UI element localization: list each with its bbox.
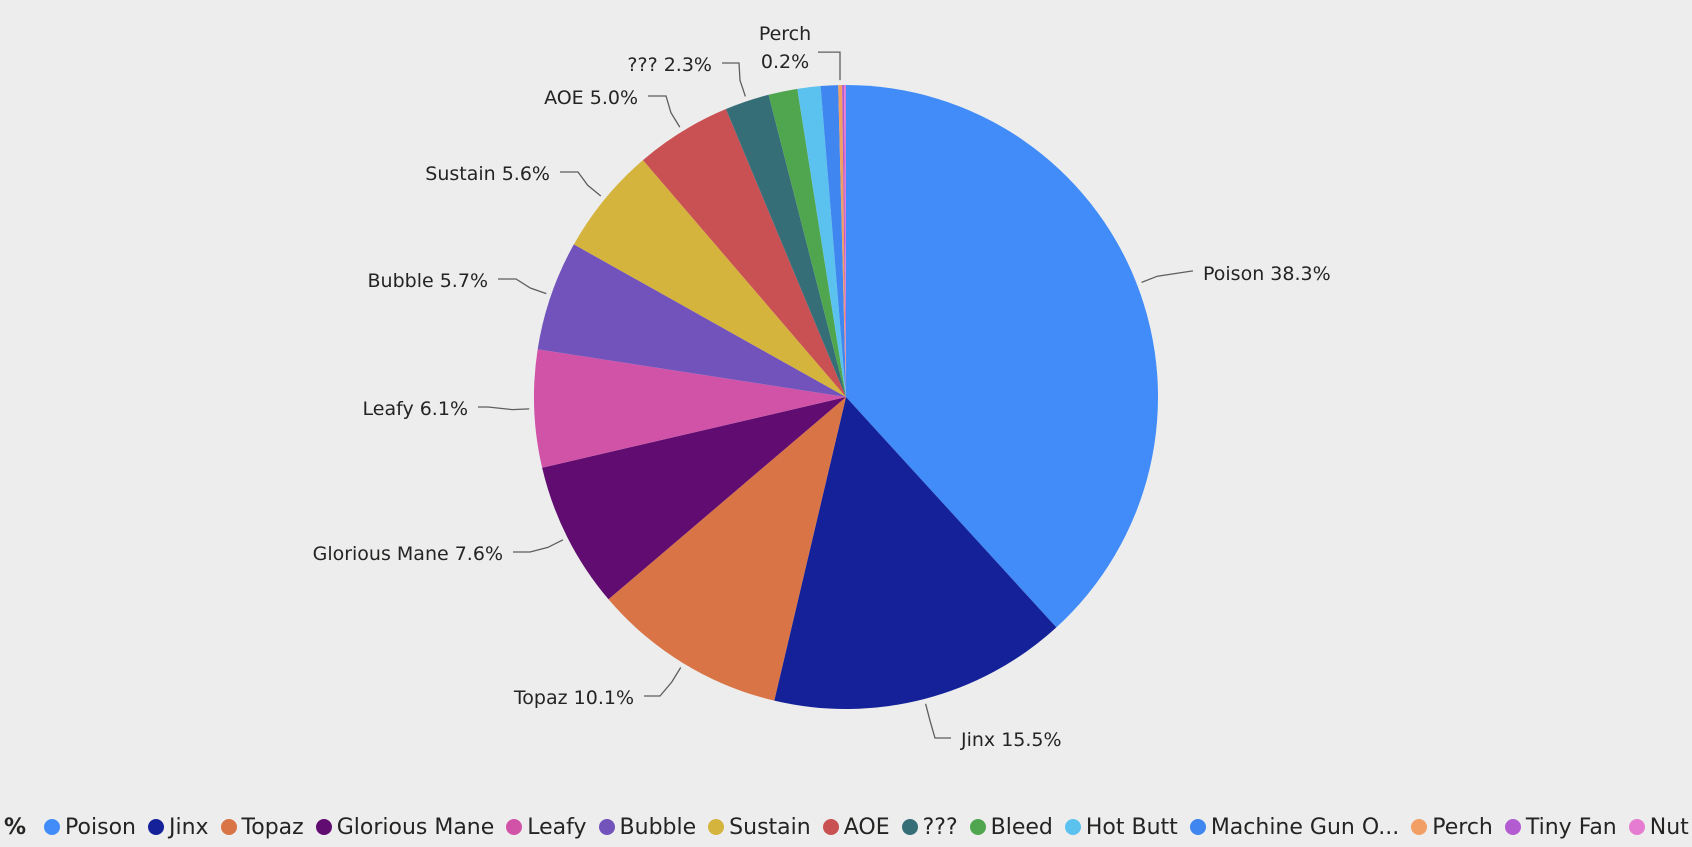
pie-slice-jinx[interactable] xyxy=(774,397,1057,710)
legend-label: Bleed xyxy=(990,814,1053,840)
leader-line-glorious-mane xyxy=(513,539,564,553)
leader-line-perch xyxy=(818,51,841,81)
legend-item-poison[interactable]: Poison xyxy=(44,815,136,840)
legend-swatch xyxy=(220,819,237,835)
legend-label: Sustain xyxy=(729,814,811,840)
leader-line-topaz xyxy=(644,667,682,697)
legend-item-aoe[interactable]: AOE xyxy=(822,814,890,840)
pie-slice-nut-cracker[interactable] xyxy=(844,85,846,397)
legend-swatch xyxy=(506,819,523,835)
pie-svg: Poison 38.3% Jinx 15.5% Topaz 10.1% Gloriou… xyxy=(313,23,1331,751)
legend-swatch xyxy=(1628,819,1645,835)
legend-label: AOE xyxy=(843,814,890,840)
pie-slice-machine-gun-o[interactable] xyxy=(820,85,846,397)
legend-swatch xyxy=(598,819,615,835)
legend-swatch xyxy=(822,819,839,835)
legend-label: Poison xyxy=(65,814,136,840)
legend-label: Bubble xyxy=(619,814,697,840)
leader-line-leafy xyxy=(478,406,530,411)
legend-item-leafy[interactable]: Leafy xyxy=(506,814,587,840)
leader-line-bubble xyxy=(498,278,547,295)
pie-slice-topaz[interactable] xyxy=(608,397,846,701)
legend-swatch xyxy=(315,819,332,835)
legend-swatch xyxy=(1189,819,1206,835)
legend-swatch xyxy=(969,819,986,835)
pie-slice-leafy[interactable] xyxy=(533,349,846,468)
data-label-glorious-mane: Glorious Mane 7.6% xyxy=(313,543,503,565)
legend-title: % xyxy=(4,814,27,840)
legend-item-sustain[interactable]: Sustain xyxy=(708,815,811,840)
legend-swatch xyxy=(1064,819,1081,835)
legend-swatch xyxy=(44,819,61,835)
legend-label: Jinx xyxy=(168,814,209,840)
leader-line-sustain xyxy=(560,171,602,197)
pie-slice-hot-butt[interactable] xyxy=(797,86,846,397)
data-label-poison: Poison 38.3% xyxy=(1203,263,1331,285)
legend-label: Topaz xyxy=(241,814,304,840)
pie-slice-perch[interactable] xyxy=(838,85,846,398)
pie-slice-aoe[interactable] xyxy=(642,109,846,397)
pie-slice-bleed[interactable] xyxy=(768,88,846,397)
legend-label: Machine Gun O... xyxy=(1210,814,1400,840)
pie-slice-bubble[interactable] xyxy=(537,244,846,397)
legend-item-tiny-fan[interactable]: Tiny Fan xyxy=(1504,814,1617,840)
data-label-unknown-8: ??? 2.3% xyxy=(627,54,712,76)
leader-line-jinx xyxy=(924,703,951,739)
legend-label: Hot Butt xyxy=(1085,814,1178,840)
legend-swatch xyxy=(1411,819,1428,835)
legend-label: Nut Cracker xyxy=(1649,814,1692,840)
data-label-jinx: Jinx 15.5% xyxy=(960,729,1062,751)
data-label-aoe: AOE 5.0% xyxy=(544,87,638,109)
data-label-perch: Perch 0.2% xyxy=(759,23,811,73)
legend-item-glorious-mane[interactable]: Glorious Mane xyxy=(315,814,495,840)
leader-line-poison xyxy=(1141,270,1193,284)
pie-slice-glorious-mane[interactable] xyxy=(542,397,846,600)
legend-swatch xyxy=(901,819,918,835)
legend-item-topaz[interactable]: Topaz xyxy=(220,814,304,840)
legend-label: Leafy xyxy=(527,814,587,840)
legend-item-bubble[interactable]: Bubble xyxy=(598,814,697,840)
pie-slice-sustain[interactable] xyxy=(573,160,846,397)
legend-item-bleed[interactable]: Bleed xyxy=(969,814,1053,840)
legend: % Poison Jinx Topaz Glorious Mane Leafy Bubbl… xyxy=(0,809,1692,845)
legend-swatch xyxy=(708,819,725,835)
pie-slice-tiny-fan[interactable] xyxy=(842,85,846,397)
legend-label: Glorious Mane xyxy=(336,814,495,840)
data-label-sustain: Sustain 5.6% xyxy=(425,163,550,185)
legend-swatch xyxy=(147,819,164,835)
legend-item-jinx[interactable]: Jinx xyxy=(147,814,209,840)
legend-label: Tiny Fan xyxy=(1525,814,1617,840)
legend-item-machine-gun-o[interactable]: Machine Gun O... xyxy=(1189,814,1400,840)
legend-item-nut-cracker[interactable]: Nut Cracker xyxy=(1628,814,1692,840)
leader-line-aoe xyxy=(648,95,681,128)
legend-label: Perch xyxy=(1432,814,1493,840)
data-label-bubble: Bubble 5.7% xyxy=(368,270,488,292)
legend-item-unknown-8[interactable]: ??? xyxy=(901,814,958,840)
pie-slice-poison[interactable] xyxy=(846,85,1159,628)
data-label-leafy: Leafy 6.1% xyxy=(363,398,469,420)
data-label-topaz: Topaz 10.1% xyxy=(513,687,634,709)
legend-swatch xyxy=(1504,819,1521,835)
legend-item-hot-butt[interactable]: Hot Butt xyxy=(1064,814,1178,840)
pie-slice-unknown-8[interactable] xyxy=(725,94,846,397)
legend-item-perch[interactable]: Perch xyxy=(1411,815,1493,840)
leader-line-unknown-8 xyxy=(722,62,747,97)
legend-label: ??? xyxy=(922,814,958,840)
